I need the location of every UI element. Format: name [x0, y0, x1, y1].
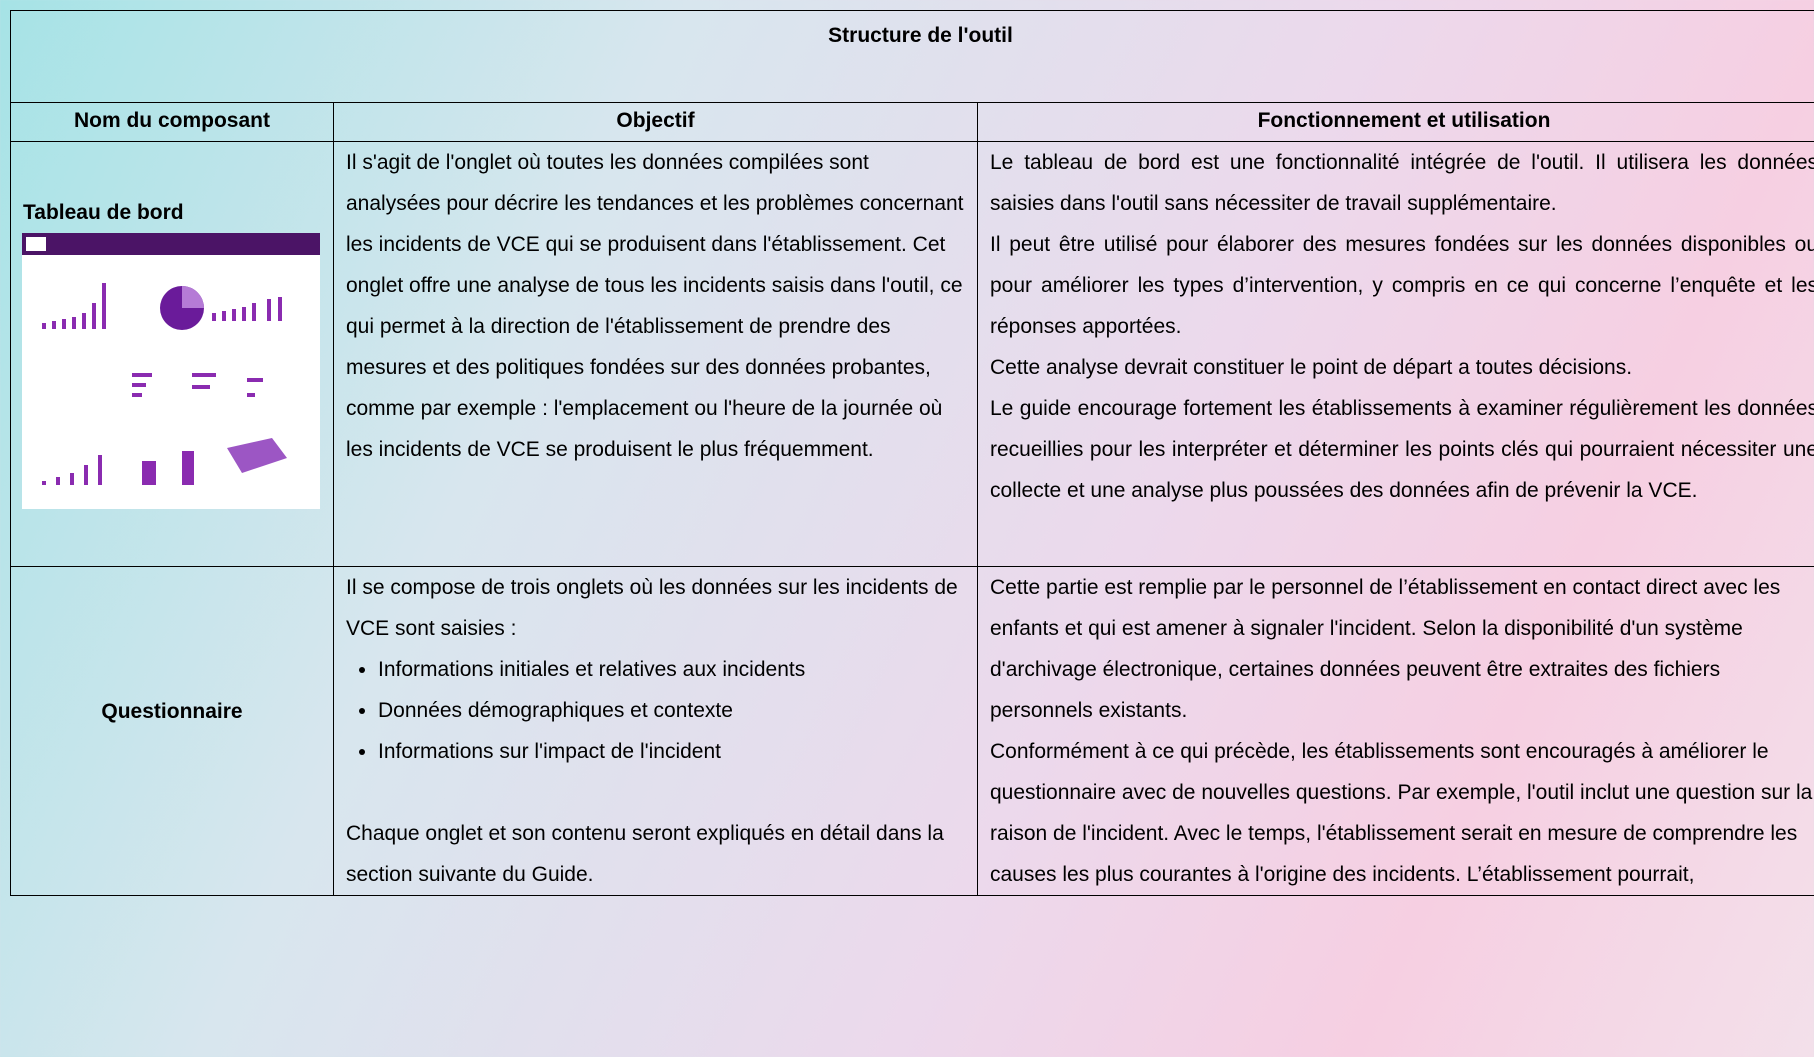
usage-cell: Cette partie est remplie par le personne…	[976, 566, 1814, 896]
column-header: Fonctionnement et utilisation	[976, 102, 1814, 142]
paragraph: Conformément à ce qui précède, les établ…	[990, 740, 1813, 886]
header-row: Nom du composant Objectif Fonctionnement…	[10, 102, 1814, 142]
list-item: Données démographiques et contexte	[378, 690, 965, 731]
component-cell: Tableau de bord	[10, 141, 334, 567]
column-header: Objectif	[333, 102, 978, 142]
paragraph: Il peut être utilisé pour élaborer des m…	[990, 233, 1814, 338]
column-header: Nom du composant	[10, 102, 334, 142]
paragraph: Cette partie est remplie par le personne…	[990, 576, 1781, 722]
paragraph: Il se compose de trois onglets où les do…	[346, 576, 958, 640]
paragraph: Cette analyse devrait constituer le poin…	[990, 356, 1633, 379]
table-title: Structure de l'outil	[9, 10, 1814, 103]
usage-cell: Le tableau de bord est une fonctionnalit…	[976, 141, 1814, 567]
component-name: Tableau de bord	[23, 201, 184, 224]
paragraph: Le guide encourage fortement les établis…	[990, 397, 1814, 502]
list-item: Informations sur l'impact de l'incident	[378, 731, 965, 772]
component-cell: Questionnaire	[10, 566, 334, 896]
dashboard-thumbnail	[22, 233, 320, 509]
objective-cell: Il s'agit de l'onglet où toutes les donn…	[333, 141, 978, 567]
list-item: Informations initiales et relatives aux …	[378, 649, 965, 690]
structure-table: Structure de l'outil Nom du composant Ob…	[9, 10, 1814, 896]
table-row: Tableau de bord Il s'agit de l'onglet où…	[10, 141, 1814, 567]
objective-cell: Il se compose de trois onglets où les do…	[333, 566, 978, 896]
title-row: Structure de l'outil	[9, 10, 1814, 103]
table-row: Questionnaire Il se compose de trois ong…	[10, 566, 1814, 896]
paragraph: Le tableau de bord est une fonctionnalit…	[990, 151, 1814, 215]
paragraph: Chaque onglet et son contenu seront expl…	[346, 822, 944, 886]
bullet-list: Informations initiales et relatives aux …	[346, 649, 965, 772]
paragraph: Il s'agit de l'onglet où toutes les donn…	[346, 151, 964, 461]
component-name: Questionnaire	[101, 699, 243, 723]
